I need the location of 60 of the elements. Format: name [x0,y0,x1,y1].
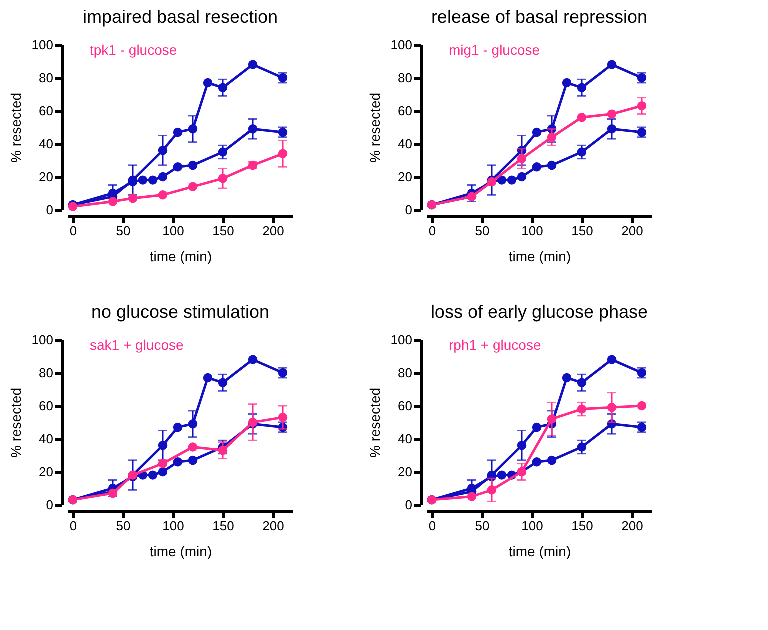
x-tick-label: 50 [116,518,131,534]
x-axis-title: time (min) [150,248,212,264]
x-axis-title: time (min) [508,248,572,264]
x-tick-label: 100 [522,224,544,238]
y-tick-label: 40 [398,432,412,446]
x-axis-title: time (min) [150,544,212,560]
y-axis-title: % resected [8,92,24,164]
y-tick-label: 20 [398,464,412,480]
x-tick-label: 200 [262,518,284,534]
y-tick-label: 40 [39,432,54,446]
y-axis-title: % resected [366,92,383,164]
x-tick-label: 200 [262,224,284,238]
y-tick-label: 40 [39,136,54,152]
x-tick-label: 100 [162,518,184,534]
y-tick-label: 100 [390,332,412,348]
text: mig1 - glucose [449,42,540,58]
x-tick-label: 200 [622,224,644,238]
y-tick-label: 20 [39,464,54,480]
y-tick-label: 20 [39,170,54,184]
x-tick-label: 50 [475,224,490,238]
x-tick-label: 100 [522,518,544,534]
x-tick-label: 0 [428,224,436,238]
x-tick-label: 50 [475,518,490,534]
y-tick-label: 0 [405,202,412,218]
y-tick-label: 100 [32,38,54,52]
x-tick-label: 200 [622,518,644,534]
chart-title: impaired basal resection [82,7,278,27]
y-tick-label: 60 [39,398,54,414]
x-tick-label: 50 [116,224,131,238]
x-tick-label: 0 [428,518,436,534]
y-tick-label: 100 [390,38,412,52]
x-tick-label: 150 [212,224,234,238]
y-tick-label: 80 [398,366,412,380]
text: sak1 + glucose [90,337,184,353]
x-tick-label: 0 [70,518,78,534]
y-tick-label: 0 [46,498,54,512]
x-tick-label: 100 [162,224,184,238]
y-tick-label: 40 [398,136,412,152]
y-tick-label: 0 [405,498,412,512]
y-tick-label: 80 [39,70,54,86]
chart-title: no glucose stimulation [91,302,270,322]
y-axis-title: % resected [8,388,24,458]
chart-title: release of basal repression [431,7,648,27]
y-tick-label: 80 [39,366,54,380]
y-tick-label: 80 [398,70,412,86]
x-axis-title: time (min) [508,544,572,560]
chart-title: loss of early glucose phase [430,302,648,322]
x-tick-label: 150 [572,224,594,238]
x-tick-label: 150 [212,518,234,534]
x-tick-label: 0 [70,224,78,238]
y-tick-label: 20 [398,170,412,184]
text: tpk1 - glucose [90,42,178,58]
y-tick-label: 60 [39,104,54,118]
y-tick-label: 100 [32,332,54,348]
y-tick-label: 0 [46,202,54,218]
y-axis-title: % resected [366,388,383,458]
y-tick-label: 60 [398,104,412,118]
y-tick-label: 60 [398,398,412,414]
x-tick-label: 150 [572,518,594,534]
text: rph1 + glucose [449,337,542,353]
